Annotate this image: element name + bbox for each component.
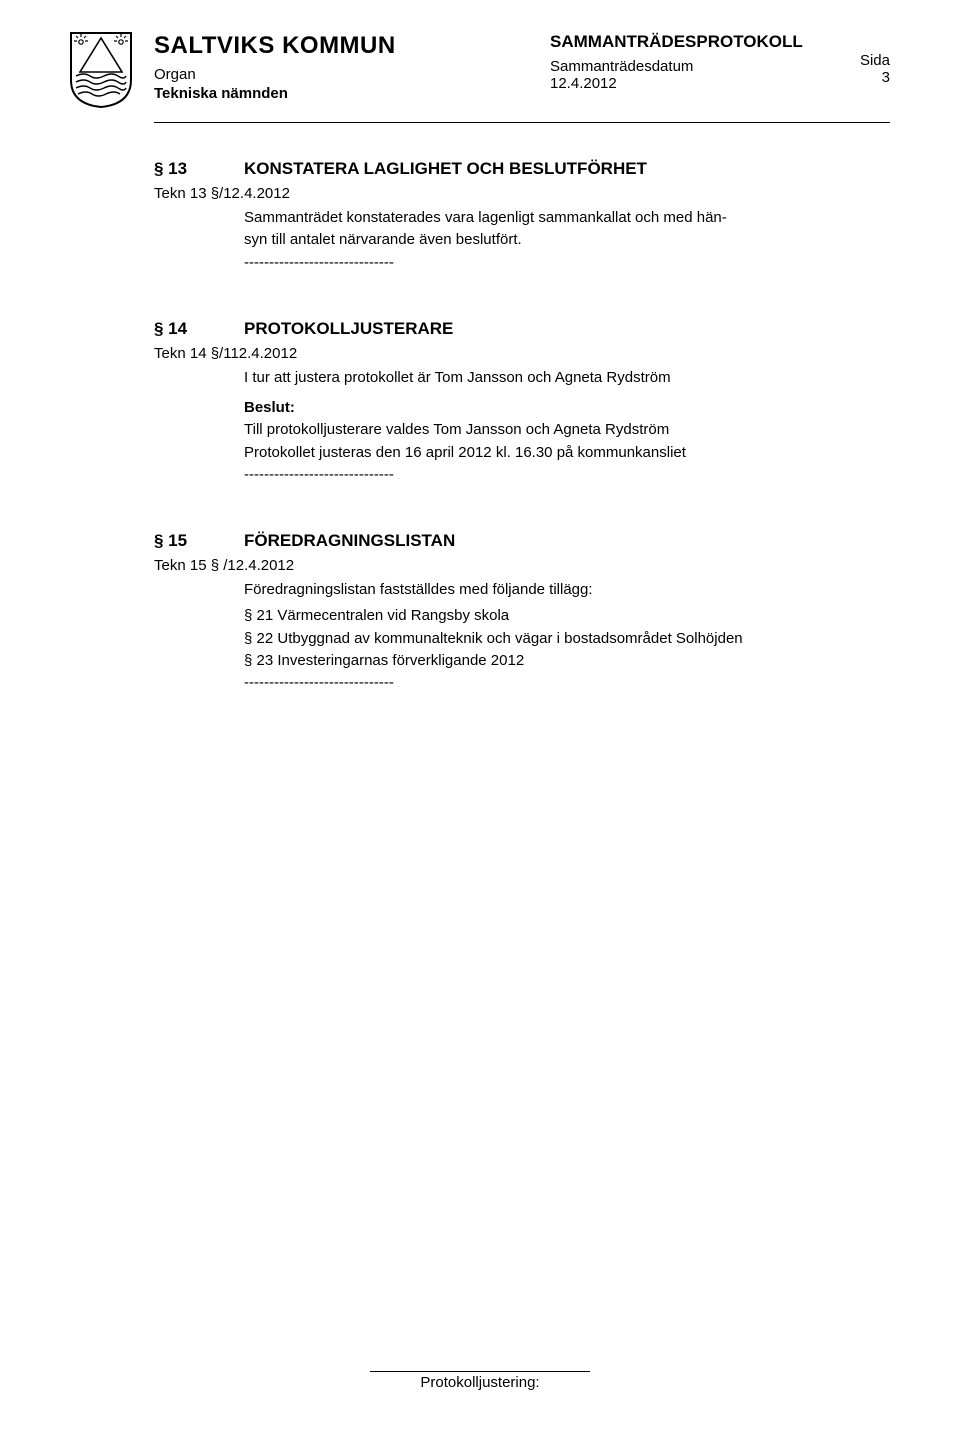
kommun-name: SALTVIKS KOMMUN bbox=[154, 32, 550, 60]
section-15: § 15 FÖREDRAGNINGSLISTAN Tekn 15 § /12.4… bbox=[154, 531, 880, 693]
municipal-crest bbox=[70, 32, 140, 108]
beslut-line: Till protokolljusterare valdes Tom Janss… bbox=[244, 420, 880, 440]
footer-label: Protokolljustering: bbox=[0, 1374, 960, 1391]
date-label: Sammanträdesdatum bbox=[550, 58, 890, 75]
section-13: § 13 KONSTATERA LAGLIGHET OCH BESLUTFÖRH… bbox=[154, 159, 880, 273]
section-body: Föredragningslistan fastställdes med föl… bbox=[154, 580, 880, 693]
agenda-list: § 21 Värmecentralen vid Rangsby skola § … bbox=[244, 606, 880, 671]
dashes: ------------------------------ bbox=[244, 465, 880, 485]
sida-number: 3 bbox=[860, 69, 890, 86]
section-body: I tur att justera protokollet är Tom Jan… bbox=[154, 368, 880, 485]
protocol-title: SAMMANTRÄDESPROTOKOLL bbox=[550, 32, 890, 52]
date-value: 12.4.2012 bbox=[550, 75, 890, 92]
header: SALTVIKS KOMMUN Organ Tekniska nämnden S… bbox=[70, 32, 890, 108]
organ-label: Organ bbox=[154, 66, 550, 83]
footer-divider bbox=[370, 1371, 590, 1372]
section-body: Sammanträdet konstaterades vara lagenlig… bbox=[154, 208, 880, 273]
list-item: § 23 Investeringarnas förverkligande 201… bbox=[244, 651, 880, 671]
content: § 13 KONSTATERA LAGLIGHET OCH BESLUTFÖRH… bbox=[70, 159, 890, 693]
dashes: ------------------------------ bbox=[244, 253, 880, 273]
section-14: § 14 PROTOKOLLJUSTERARE Tekn 14 §/112.4.… bbox=[154, 319, 880, 485]
sida-label: Sida bbox=[860, 52, 890, 69]
section-number: § 15 bbox=[154, 531, 244, 551]
header-divider bbox=[154, 122, 890, 123]
list-item: § 21 Värmecentralen vid Rangsby skola bbox=[244, 606, 880, 626]
header-left: SALTVIKS KOMMUN Organ Tekniska nämnden bbox=[154, 32, 550, 102]
organ-name: Tekniska nämnden bbox=[154, 85, 550, 102]
section-title: PROTOKOLLJUSTERARE bbox=[244, 319, 453, 339]
list-item: § 22 Utbyggnad av kommunalteknik och väg… bbox=[244, 629, 880, 649]
body-line: Sammanträdet konstaterades vara lagenlig… bbox=[244, 208, 880, 228]
header-right: SAMMANTRÄDESPROTOKOLL Sammanträdesdatum … bbox=[550, 32, 890, 92]
section-number: § 14 bbox=[154, 319, 244, 339]
dashes: ------------------------------ bbox=[244, 673, 880, 693]
body-line: syn till antalet närvarande även beslutf… bbox=[244, 230, 880, 250]
section-subref: Tekn 14 §/112.4.2012 bbox=[154, 345, 880, 362]
section-title: FÖREDRAGNINGSLISTAN bbox=[244, 531, 455, 551]
body-line: I tur att justera protokollet är Tom Jan… bbox=[244, 368, 880, 388]
beslut-label: Beslut: bbox=[244, 398, 880, 418]
beslut-line: Protokollet justeras den 16 april 2012 k… bbox=[244, 443, 880, 463]
section-subref: Tekn 15 § /12.4.2012 bbox=[154, 557, 880, 574]
body-line: Föredragningslistan fastställdes med föl… bbox=[244, 580, 880, 600]
section-number: § 13 bbox=[154, 159, 244, 179]
footer: Protokolljustering: bbox=[0, 1371, 960, 1391]
page: SALTVIKS KOMMUN Organ Tekniska nämnden S… bbox=[0, 0, 960, 1431]
crest-icon bbox=[70, 32, 132, 108]
section-subref: Tekn 13 §/12.4.2012 bbox=[154, 185, 880, 202]
section-title: KONSTATERA LAGLIGHET OCH BESLUTFÖRHET bbox=[244, 159, 647, 179]
page-number-block: Sida 3 bbox=[860, 52, 890, 86]
